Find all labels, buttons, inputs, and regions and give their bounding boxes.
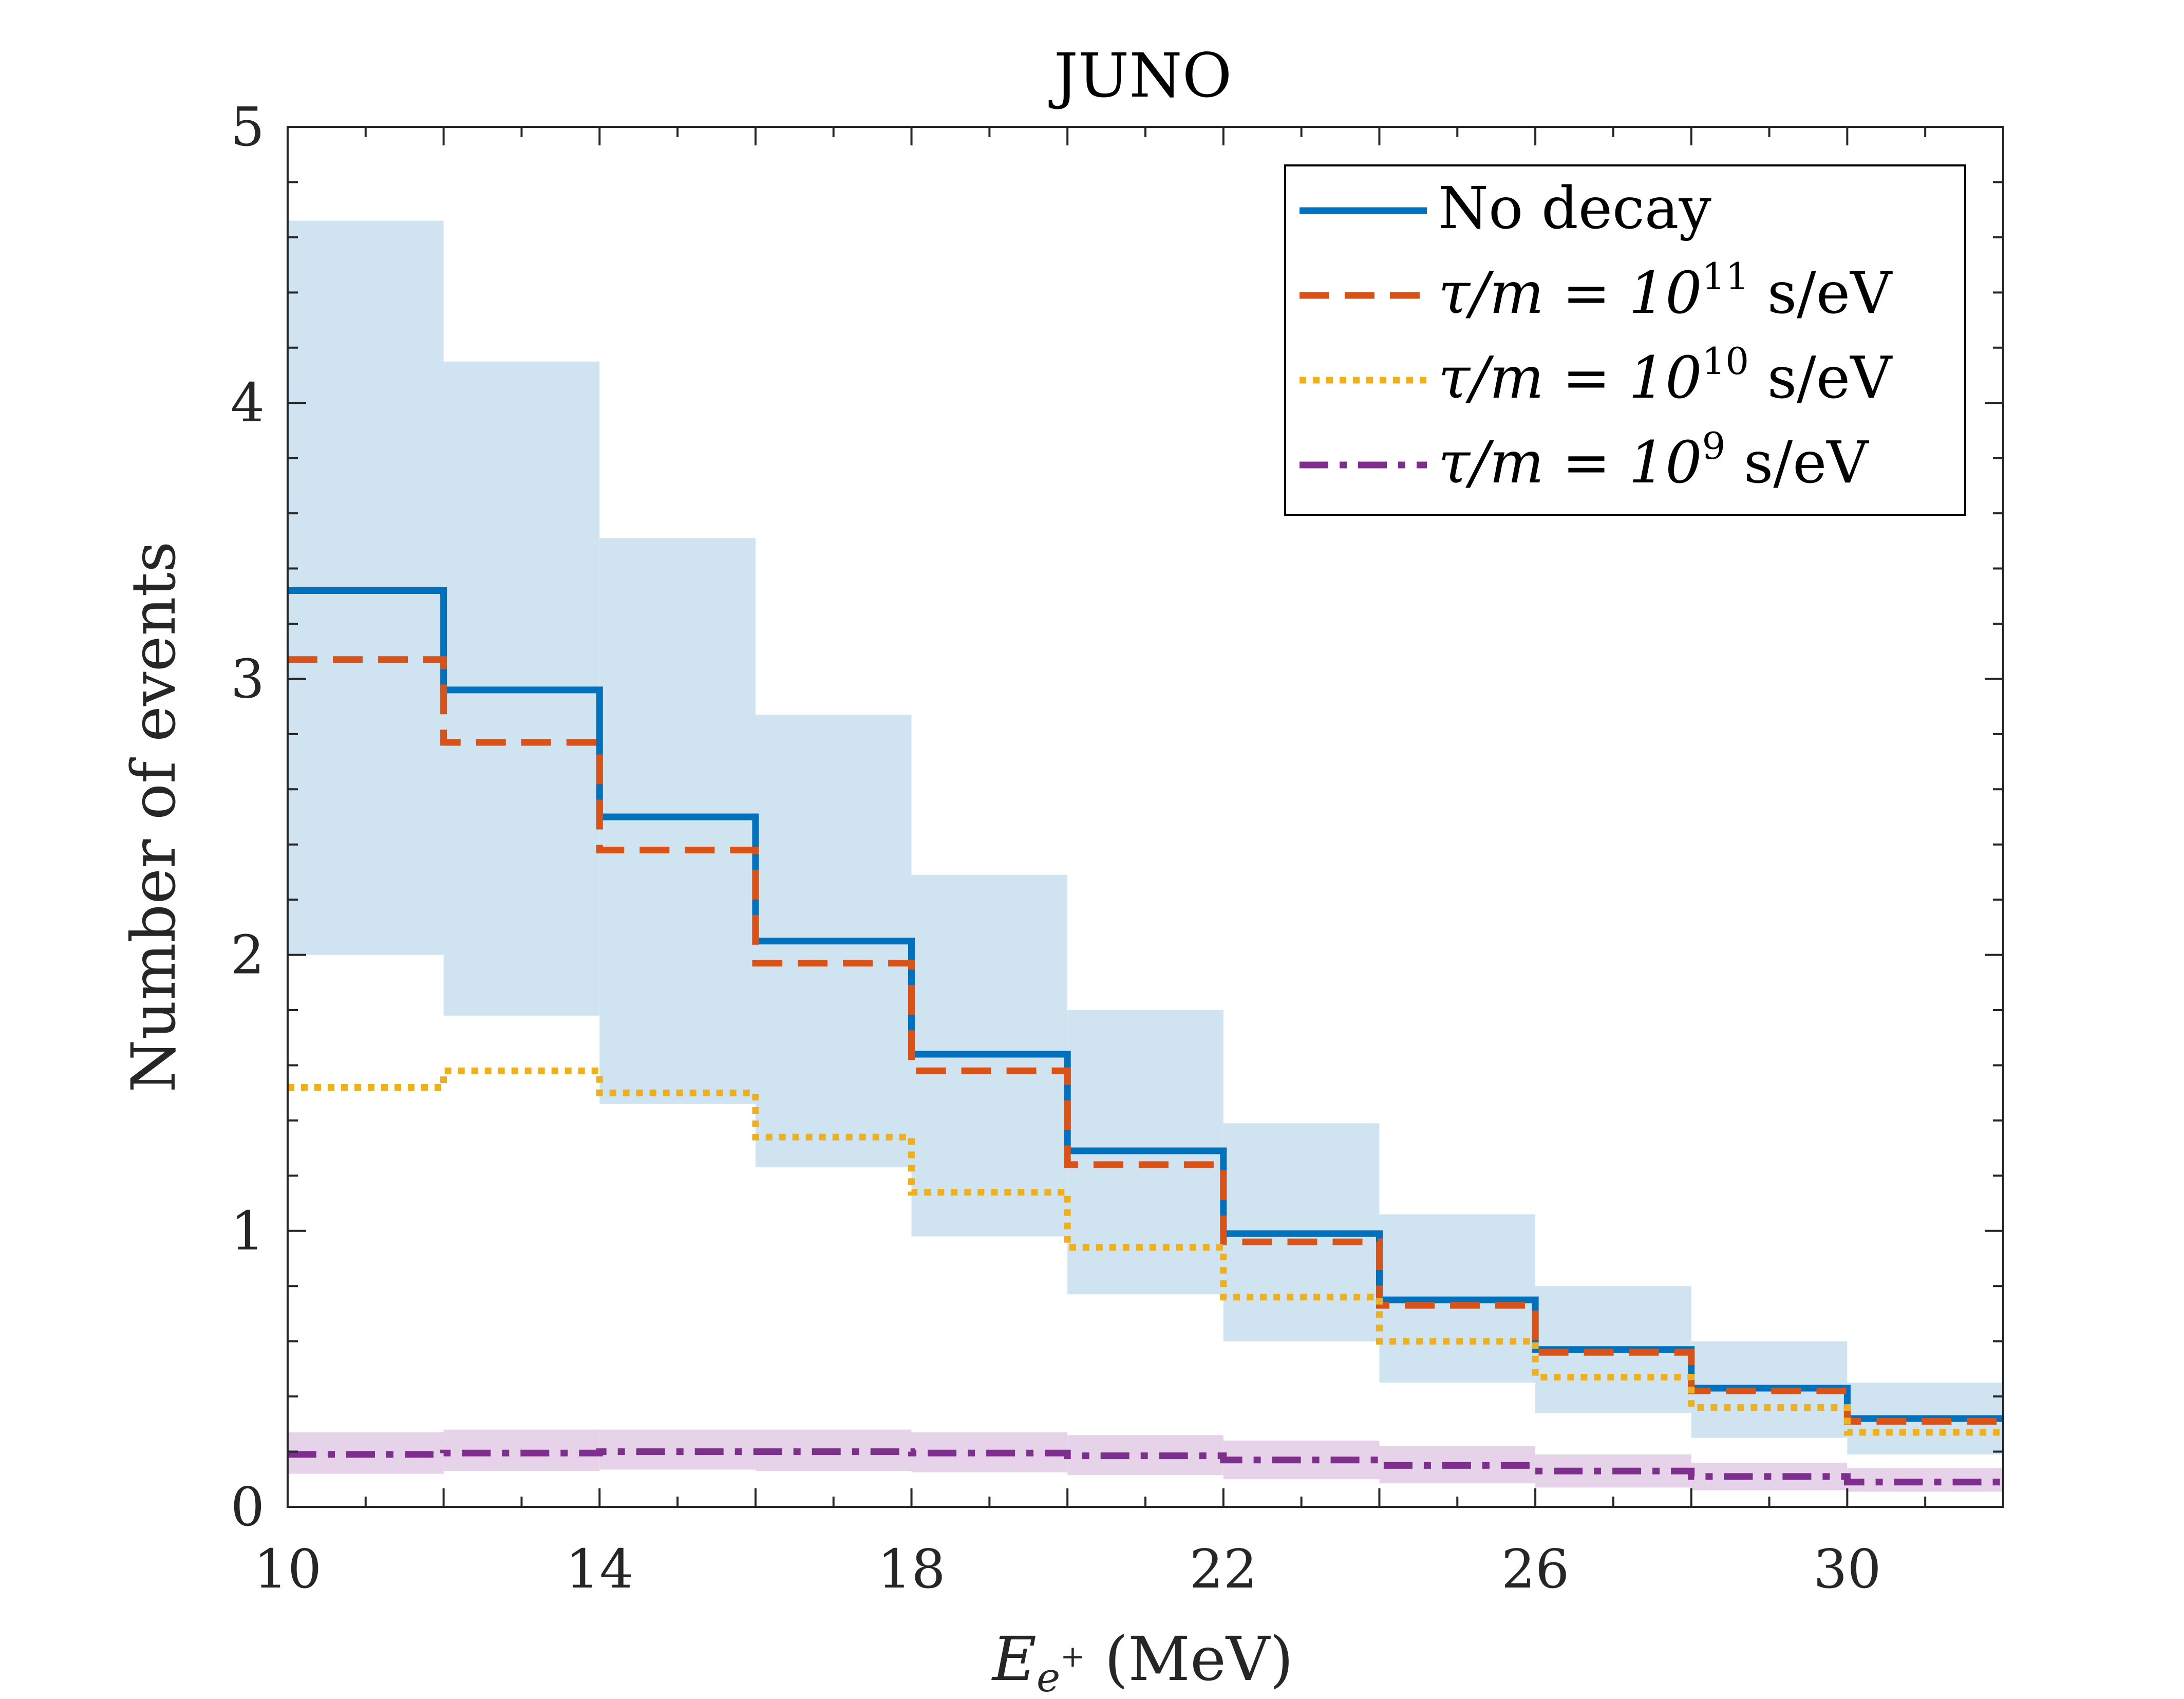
x-axis-label-sup: + xyxy=(1060,1639,1085,1674)
y-tick-label-1: 1 xyxy=(231,1200,265,1262)
series-line-1 xyxy=(288,656,2003,1425)
x-axis-label-main: E xyxy=(991,1623,1037,1694)
x-tick-label-18: 18 xyxy=(877,1538,945,1600)
x-axis-label: Ee+ (MeV) xyxy=(991,1623,1293,1699)
y-tick-labels: 0 1 2 3 4 5 xyxy=(231,96,265,1538)
series-line-3 xyxy=(288,1448,2003,1486)
x-tick-label-22: 22 xyxy=(1190,1538,1257,1600)
y-tick-label-5: 5 xyxy=(231,96,265,158)
legend-suffix-tau-1e9: s/eV xyxy=(1725,430,1869,496)
series-line-0 xyxy=(288,587,2003,1422)
y-tick-label-3: 3 xyxy=(231,647,265,710)
legend-prefix-tau-1e11: τ/m = 10 xyxy=(1438,260,1702,327)
legend-box xyxy=(1284,164,1966,516)
legend-suffix-tau-1e10: s/eV xyxy=(1749,345,1893,412)
legend: No decay τ/m = 1011 s/eV τ/m = 1010 s/eV… xyxy=(1284,164,1966,516)
x-tick-label-30: 30 xyxy=(1813,1538,1881,1600)
legend-suffix-tau-1e11: s/eV xyxy=(1749,260,1893,327)
legend-exp-tau-1e11: 11 xyxy=(1702,255,1749,298)
legend-label-tau-1e11: τ/m = 1011 s/eV xyxy=(1438,255,1893,327)
x-tick-label-14: 14 xyxy=(566,1538,633,1600)
legend-prefix-tau-1e9: τ/m = 10 xyxy=(1438,430,1702,496)
y-axis-label: Number of events xyxy=(118,542,189,1093)
chart-title: JUNO xyxy=(1049,40,1232,111)
legend-label-tau-1e10: τ/m = 1010 s/eV xyxy=(1438,340,1893,412)
x-tick-labels: 10 14 18 22 26 30 xyxy=(254,1538,1881,1600)
y-tick-label-2: 2 xyxy=(231,924,265,986)
x-axis-label-unit: (MeV) xyxy=(1085,1623,1293,1694)
x-tick-label-26: 26 xyxy=(1501,1538,1569,1600)
legend-prefix-tau-1e10: τ/m = 10 xyxy=(1438,345,1702,412)
axes xyxy=(287,126,2004,1508)
legend-label-no-decay: No decay xyxy=(1438,175,1711,242)
legend-exp-tau-1e9: 9 xyxy=(1702,424,1725,468)
data-series xyxy=(288,587,2003,1486)
legend-exp-tau-1e10: 10 xyxy=(1702,340,1749,383)
x-tick-label-10: 10 xyxy=(254,1538,322,1600)
band-0-bin-2 xyxy=(599,538,756,1104)
series-line-2 xyxy=(288,1067,2003,1436)
legend-label-tau-1e9: τ/m = 109 s/eV xyxy=(1438,424,1869,496)
x-axis-label-sub: e xyxy=(1037,1655,1060,1699)
y-tick-label-4: 4 xyxy=(231,371,265,434)
y-tick-label-0: 0 xyxy=(231,1476,265,1538)
